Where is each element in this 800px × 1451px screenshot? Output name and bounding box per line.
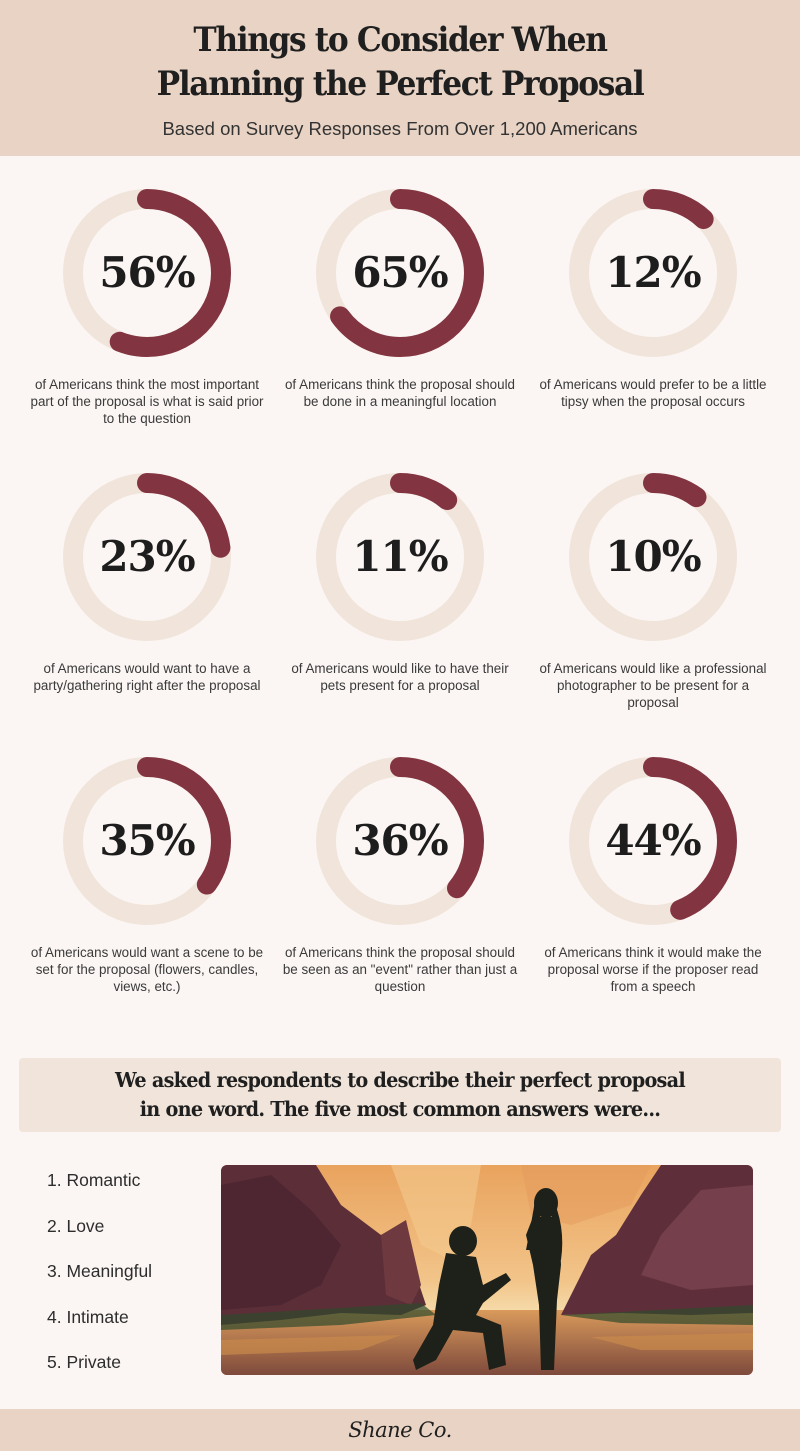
donut-ring-icon [316,757,484,925]
stat-description: of Americans would like to have their pe… [291,661,509,693]
progress-ring: 23% [62,472,232,642]
title-line-2: Planning the Perfect Proposal [156,64,645,104]
callout-line-2: in one word. The five most common answer… [139,1097,661,1121]
stat-description: of Americans think the most important pa… [30,377,264,426]
page-subtitle: Based on Survey Responses From Over 1,20… [162,118,638,139]
footer: Shane Co. [0,1409,800,1451]
progress-ring: 65% [315,188,485,358]
callout-box: We asked respondents to describe their p… [19,1058,781,1132]
progress-ring: 35% [62,756,232,926]
answer-item: 2. Love [47,1215,105,1236]
donut-ring-icon [63,757,231,925]
canyon-scene-icon [221,1165,753,1375]
stat-description: of Americans would prefer to be a little… [539,377,767,409]
progress-ring: 11% [315,472,485,642]
stat-percentage: 65% [352,248,448,297]
answer-item: 3. Meaningful [47,1261,153,1281]
progress-ring: 12% [568,188,738,358]
donut-ring-icon [316,473,484,641]
stat-description: of Americans think the proposal should b… [282,945,518,994]
stat-description: of Americans would want to have a party/… [33,661,261,693]
progress-ring: 56% [62,188,232,358]
progress-ring: 44% [568,756,738,926]
stat-percentage: 23% [99,532,195,581]
callout-line-1: We asked respondents to describe their p… [115,1068,686,1092]
donut-ring-icon [569,473,737,641]
donut-ring-icon [63,473,231,641]
stat-percentage: 11% [352,532,448,581]
stat-percentage: 36% [352,816,448,865]
page-title: Things to Consider When Planning the Per… [32,18,768,106]
stat-description: of Americans think the proposal should b… [284,377,515,409]
callout-text: We asked respondents to describe their p… [42,1058,758,1124]
stat-description: of Americans would like a professional p… [539,661,767,710]
stat-description: of Americans think it would make the pro… [544,945,762,994]
progress-ring: 10% [568,472,738,642]
donut-ring-icon [63,189,231,357]
title-line-1: Things to Consider When [193,20,608,60]
progress-ring: 36% [315,756,485,926]
answer-item: 4. Intimate [47,1306,129,1327]
header: Things to Consider When Planning the Per… [0,0,800,156]
stat-percentage: 12% [605,248,701,297]
answer-item: 1. Romantic [47,1170,141,1190]
donut-ring-icon [316,189,484,357]
answer-item: 5. Private [47,1352,121,1372]
answers-list: 1. Romantic 2. Love 3. Meaningful 4. Int… [47,1168,152,1396]
donut-ring-icon [569,189,737,357]
shane-co-logo: Shane Co. [348,1418,452,1442]
stat-percentage: 35% [99,816,195,865]
stat-percentage: 44% [605,816,701,865]
proposal-illustration [221,1165,753,1375]
stat-percentage: 56% [99,248,195,297]
stat-percentage: 10% [605,532,701,581]
donut-ring-icon [569,757,737,925]
stat-description: of Americans would want a scene to be se… [30,945,264,994]
